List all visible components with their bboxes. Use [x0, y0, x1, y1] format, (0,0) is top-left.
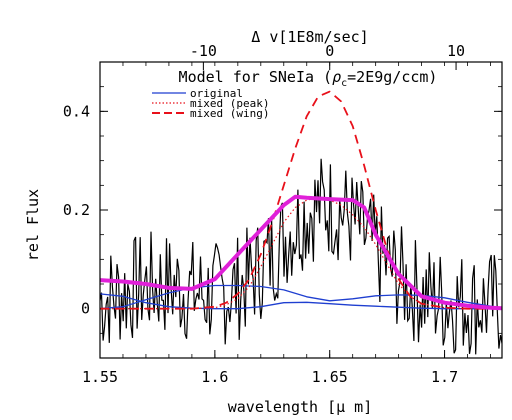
series-line-0 — [100, 284, 502, 310]
y-tick-label-2: 0.4 — [63, 102, 90, 120]
plot-area — [99, 61, 503, 359]
title-rho: ρ — [332, 68, 341, 86]
top-tick-labels: -10 0 10 — [190, 42, 465, 70]
x-tick-label-2: 1.65 — [312, 368, 348, 386]
legend-label-1: mixed (peak) — [190, 97, 269, 110]
title-rho-sub: c — [341, 78, 347, 89]
plot-frame — [99, 61, 503, 359]
series-line-4 — [100, 194, 502, 311]
series-line-1 — [100, 293, 502, 310]
title-prefix: Model for SNeIa ( — [179, 68, 333, 86]
chart-title: Model for SNeIa (ρc=2E9g/ccm) — [179, 68, 438, 89]
y-tick-label-0: 0 — [81, 300, 90, 318]
y-tick-label-1: 0.2 — [63, 201, 90, 219]
top-axis-title: Δ v[1E8m/sec] — [251, 28, 368, 46]
legend-label-0: original — [190, 87, 243, 100]
x-axis-label: wavelength [μ m] — [228, 398, 373, 416]
observed-spectrum-line — [100, 158, 502, 355]
x-tick-label-0: 1.55 — [82, 368, 118, 386]
x-tick-labels: 1.55 1.6 1.65 1.7 — [82, 62, 491, 386]
x-tick-label-1: 1.6 — [201, 368, 228, 386]
top-tick-label-2: 10 — [447, 42, 465, 60]
top-tick-label-0: -10 — [190, 42, 217, 60]
svg-text:Model for SNeIa (ρc=2E9g/ccm): Model for SNeIa (ρc=2E9g/ccm) — [179, 68, 438, 89]
top-tick-label-1: 0 — [325, 42, 334, 60]
title-suffix: =2E9g/ccm) — [347, 68, 437, 86]
y-axis-label: rel Flux — [24, 189, 42, 261]
top-axis-label: Δ v[1E8m/sec] — [251, 28, 368, 46]
x-tick-label-3: 1.7 — [431, 368, 458, 386]
legend-label-2: mixed (wing) — [190, 107, 269, 120]
